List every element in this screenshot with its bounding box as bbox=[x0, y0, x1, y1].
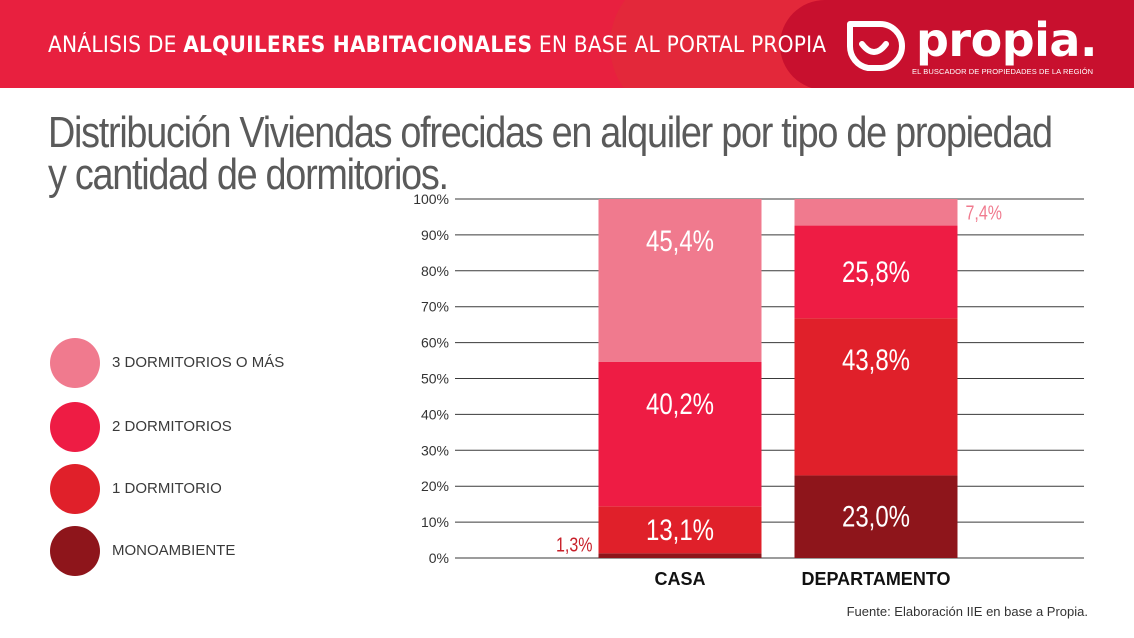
data-label: 7,4% bbox=[966, 202, 1002, 224]
y-tick-label: 80% bbox=[421, 263, 449, 279]
header-title-pre: ANÁLISIS DE bbox=[48, 33, 184, 58]
legend-label: 2 DORMITORIOS bbox=[112, 418, 232, 435]
legend-swatch bbox=[50, 526, 100, 576]
data-label: 25,8% bbox=[842, 254, 910, 288]
x-category-label: CASA bbox=[654, 569, 705, 589]
bar-segment bbox=[598, 553, 762, 558]
data-label: 13,1% bbox=[646, 512, 714, 546]
y-tick-label: 30% bbox=[421, 442, 449, 458]
propia-logo[interactable]: propia. EL BUSCADOR DE PROPIEDADES DE LA… bbox=[842, 12, 1102, 82]
bar-segment bbox=[598, 199, 762, 362]
legend-item-2-dormitorios: 2 DORMITORIOS bbox=[50, 402, 370, 452]
legend-label: 3 DORMITORIOS O MÁS bbox=[112, 354, 285, 371]
legend-item-monoambiente: MONOAMBIENTE bbox=[50, 526, 370, 576]
data-label: 45,4% bbox=[646, 223, 714, 257]
header-banner: ANÁLISIS DE ALQUILERES HABITACIONALES EN… bbox=[0, 0, 1134, 88]
y-tick-label: 40% bbox=[421, 406, 449, 422]
data-label: 40,2% bbox=[646, 386, 714, 420]
source-note: Fuente: Elaboración IIE en base a Propia… bbox=[846, 604, 1088, 619]
legend-swatch bbox=[50, 402, 100, 452]
data-label: 23,0% bbox=[842, 499, 910, 533]
bar-segment bbox=[794, 199, 958, 226]
propia-logo-icon bbox=[846, 21, 905, 71]
header-title: ANÁLISIS DE ALQUILERES HABITACIONALES EN… bbox=[48, 28, 826, 64]
bar-segment bbox=[794, 225, 958, 319]
logo-wordmark: propia. bbox=[916, 13, 1097, 67]
bar-segment bbox=[598, 506, 762, 554]
y-tick-label: 50% bbox=[421, 371, 449, 387]
y-tick-label: 100% bbox=[413, 191, 449, 207]
y-tick-label: 10% bbox=[421, 514, 449, 530]
data-label: 43,8% bbox=[842, 343, 910, 377]
bar-segment bbox=[794, 475, 958, 558]
y-tick-label: 70% bbox=[421, 299, 449, 315]
legend-label: 1 DORMITORIO bbox=[112, 480, 222, 497]
bar-segment bbox=[794, 318, 958, 476]
y-tick-label: 0% bbox=[429, 550, 449, 566]
x-category-label: DEPARTAMENTO bbox=[801, 569, 950, 589]
data-label: 1,3% bbox=[556, 534, 592, 556]
header-title-post: EN BASE AL PORTAL PROPIA bbox=[532, 33, 827, 58]
header-decoration-dark bbox=[780, 0, 1134, 88]
page-title-line-2: y cantidad de dormitorios. bbox=[48, 150, 449, 199]
y-tick-label: 90% bbox=[421, 227, 449, 243]
y-tick-label: 20% bbox=[421, 478, 449, 494]
legend-item-3-dormitorios: 3 DORMITORIOS O MÁS bbox=[50, 338, 370, 388]
legend-label: MONOAMBIENTE bbox=[112, 542, 236, 559]
bar-segment bbox=[598, 361, 762, 507]
legend-swatch bbox=[50, 464, 100, 514]
logo-tagline: EL BUSCADOR DE PROPIEDADES DE LA REGIÓN bbox=[912, 67, 1094, 76]
header-title-bold: ALQUILERES HABITACIONALES bbox=[183, 33, 533, 58]
legend-item-1-dormitorio: 1 DORMITORIO bbox=[50, 464, 370, 514]
y-tick-label: 60% bbox=[421, 335, 449, 351]
legend-swatch bbox=[50, 338, 100, 388]
